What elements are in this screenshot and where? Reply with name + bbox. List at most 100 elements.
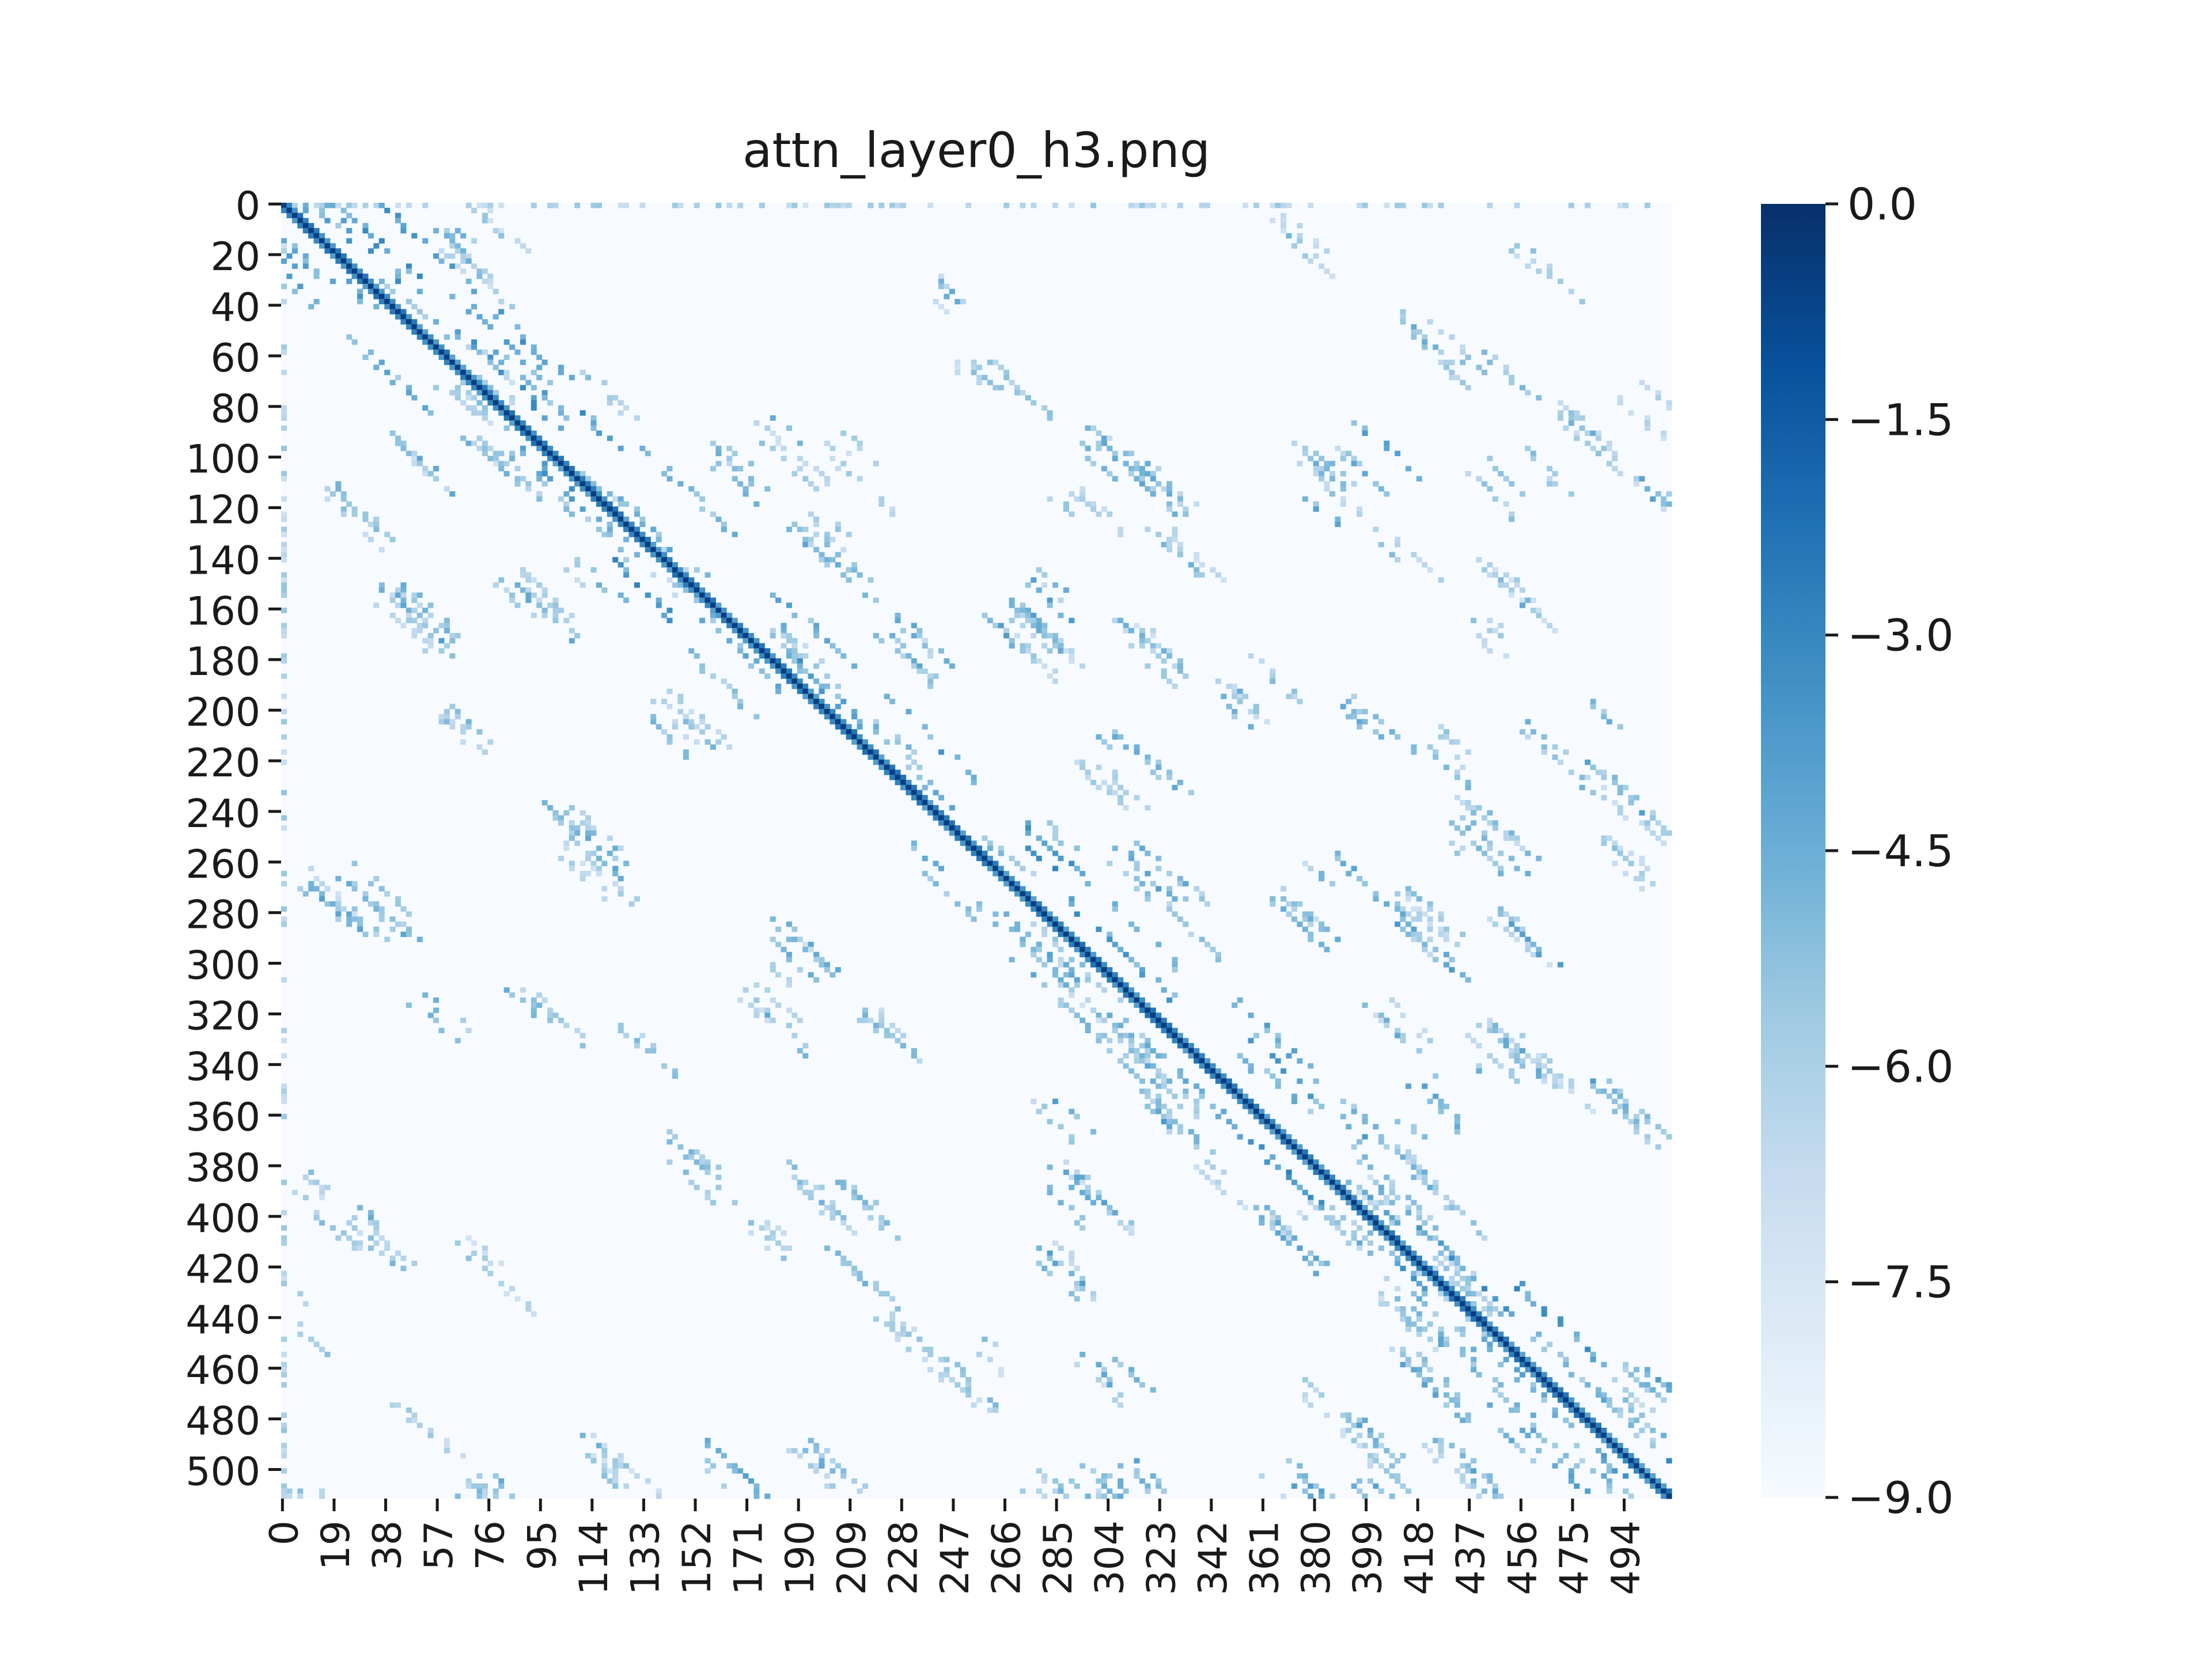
heatmap-cell — [1308, 1483, 1314, 1489]
heatmap-cell — [715, 608, 722, 613]
heatmap-cell — [281, 921, 287, 927]
heatmap-cell — [922, 800, 928, 806]
heatmap-cell — [1281, 218, 1287, 223]
heatmap-cell — [601, 1443, 608, 1448]
heatmap-cell — [1101, 1478, 1107, 1484]
heatmap-cell — [1118, 1478, 1124, 1484]
heatmap-cell — [1270, 1225, 1276, 1231]
heatmap-cell — [1547, 476, 1553, 481]
heatmap-cell — [281, 1053, 287, 1059]
heatmap-cell — [335, 248, 342, 254]
y-tick-label: 140 — [185, 538, 260, 583]
heatmap-cell — [373, 875, 380, 882]
heatmap-cell — [1590, 1468, 1596, 1474]
heatmap-cell — [1101, 779, 1107, 786]
heatmap-cell — [1492, 1027, 1498, 1034]
heatmap-cell — [1454, 1402, 1460, 1408]
heatmap-cell — [1145, 461, 1151, 467]
heatmap-cell — [623, 1033, 630, 1038]
heatmap-cell — [389, 304, 396, 310]
heatmap-cell — [335, 203, 342, 208]
heatmap-cell — [1536, 1058, 1542, 1064]
heatmap-cell — [1595, 1432, 1602, 1439]
heatmap-cell — [1422, 1174, 1428, 1180]
heatmap-cell — [503, 471, 510, 477]
heatmap-cell — [1221, 1083, 1227, 1089]
heatmap-cell — [1405, 1488, 1411, 1494]
heatmap-cell — [1411, 1321, 1417, 1327]
heatmap-cell — [1090, 1007, 1097, 1013]
heatmap-cell — [313, 233, 320, 239]
heatmap-cell — [482, 390, 488, 396]
heatmap-cell — [1530, 456, 1536, 461]
heatmap-cell — [1552, 1083, 1558, 1089]
heatmap-cell — [840, 1180, 847, 1185]
heatmap-cell — [1389, 729, 1395, 735]
heatmap-cell — [944, 825, 950, 831]
heatmap-cell — [1384, 203, 1390, 208]
heatmap-cell — [422, 329, 429, 335]
heatmap-cell — [487, 445, 494, 452]
heatmap-cell — [1481, 835, 1487, 841]
heatmap-cell — [786, 425, 792, 431]
heatmap-cell — [955, 825, 961, 831]
heatmap-cell — [1384, 491, 1390, 497]
heatmap-cell — [1215, 1068, 1221, 1074]
heatmap-cell — [813, 521, 820, 528]
heatmap-cell — [650, 699, 657, 704]
heatmap-cell — [1443, 729, 1449, 735]
heatmap-cell — [1639, 1427, 1645, 1434]
heatmap-cell — [607, 1478, 613, 1484]
heatmap-cell — [1492, 496, 1498, 502]
heatmap-cell — [1661, 1382, 1667, 1388]
heatmap-cell — [308, 881, 315, 887]
heatmap-cell — [1487, 1331, 1493, 1337]
heatmap-cell — [1161, 1073, 1167, 1079]
heatmap-cell — [1139, 1007, 1145, 1013]
heatmap-cell — [895, 769, 901, 775]
heatmap-cell — [1063, 1169, 1069, 1175]
heatmap-cell — [1438, 1240, 1444, 1246]
heatmap-cell — [1036, 623, 1042, 628]
heatmap-cell — [1557, 1387, 1564, 1393]
heatmap-cell — [797, 1185, 803, 1190]
heatmap-cell — [743, 987, 749, 993]
heatmap-cell — [1118, 1463, 1124, 1469]
heatmap-cell — [1509, 1048, 1515, 1054]
heatmap-cell — [1433, 1225, 1439, 1231]
heatmap-cell — [471, 405, 478, 411]
heatmap-cell — [346, 278, 353, 285]
heatmap-cell — [781, 1256, 787, 1261]
heatmap-cell — [1329, 461, 1335, 467]
heatmap-cell — [840, 653, 847, 659]
heatmap-cell — [503, 415, 510, 421]
heatmap-cell — [1281, 1225, 1287, 1231]
heatmap-cell — [1519, 491, 1525, 497]
heatmap-cell — [471, 263, 478, 269]
heatmap-cell — [1210, 1164, 1216, 1170]
heatmap-cell — [1134, 997, 1140, 1003]
heatmap-cell — [982, 374, 988, 381]
heatmap-cell — [699, 729, 706, 735]
heatmap-cell — [1595, 1427, 1602, 1434]
heatmap-cell — [281, 608, 287, 613]
heatmap-cell — [1601, 1453, 1607, 1459]
heatmap-cell — [1378, 1291, 1384, 1297]
heatmap-cell — [732, 1200, 738, 1205]
heatmap-cell — [1080, 1180, 1086, 1185]
heatmap-cell — [764, 1493, 771, 1499]
heatmap-cell — [1047, 415, 1053, 421]
heatmap-cell — [476, 744, 483, 750]
heatmap-cell — [634, 896, 640, 902]
heatmap-cell — [726, 1463, 733, 1469]
heatmap-cell — [1411, 744, 1417, 750]
heatmap-cell — [1416, 911, 1422, 917]
heatmap-cell — [1063, 1493, 1069, 1499]
heatmap-cell — [1036, 942, 1042, 947]
heatmap-cell — [1134, 886, 1140, 892]
heatmap-cell — [590, 851, 597, 856]
heatmap-cell — [1568, 769, 1574, 775]
heatmap-cell — [1009, 886, 1015, 892]
heatmap-cell — [498, 400, 505, 406]
heatmap-cell — [465, 374, 472, 381]
